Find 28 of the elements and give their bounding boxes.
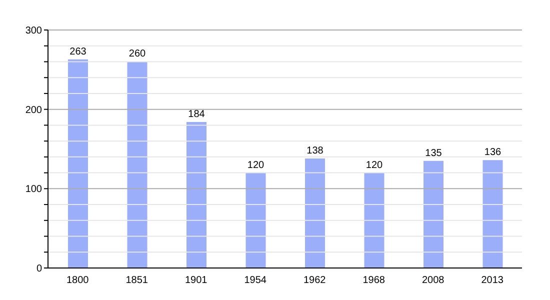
bar: [127, 62, 148, 268]
y-tick-label: 0: [36, 264, 42, 275]
data-label: 184: [188, 109, 206, 120]
x-tick-label: 1954: [244, 275, 267, 286]
bar: [424, 160, 444, 268]
data-label: 120: [247, 160, 265, 171]
y-tick-label: 300: [25, 26, 42, 37]
x-tick-label: 1901: [185, 275, 208, 286]
bar: [305, 158, 325, 268]
y-tick-label: 200: [25, 104, 42, 116]
x-tick-label: 1851: [126, 275, 148, 286]
data-label: 263: [70, 46, 87, 58]
data-label: 135: [425, 148, 442, 159]
bar: [364, 172, 384, 268]
x-tick-label: 1800: [66, 275, 90, 286]
bar: [482, 160, 503, 268]
x-tick-label: 2013: [481, 275, 504, 286]
data-label: 120: [366, 160, 384, 171]
y-tick-label: 100: [25, 184, 42, 196]
x-tick-label: 1968: [362, 275, 386, 286]
data-label: 136: [484, 147, 502, 158]
bar: [186, 122, 206, 268]
bar: [68, 59, 88, 268]
x-tick-label: 2008: [422, 275, 445, 286]
data-label: 260: [128, 48, 146, 60]
x-tick-label: 1962: [304, 275, 326, 286]
bar: [246, 172, 266, 268]
data-label: 138: [306, 146, 324, 157]
